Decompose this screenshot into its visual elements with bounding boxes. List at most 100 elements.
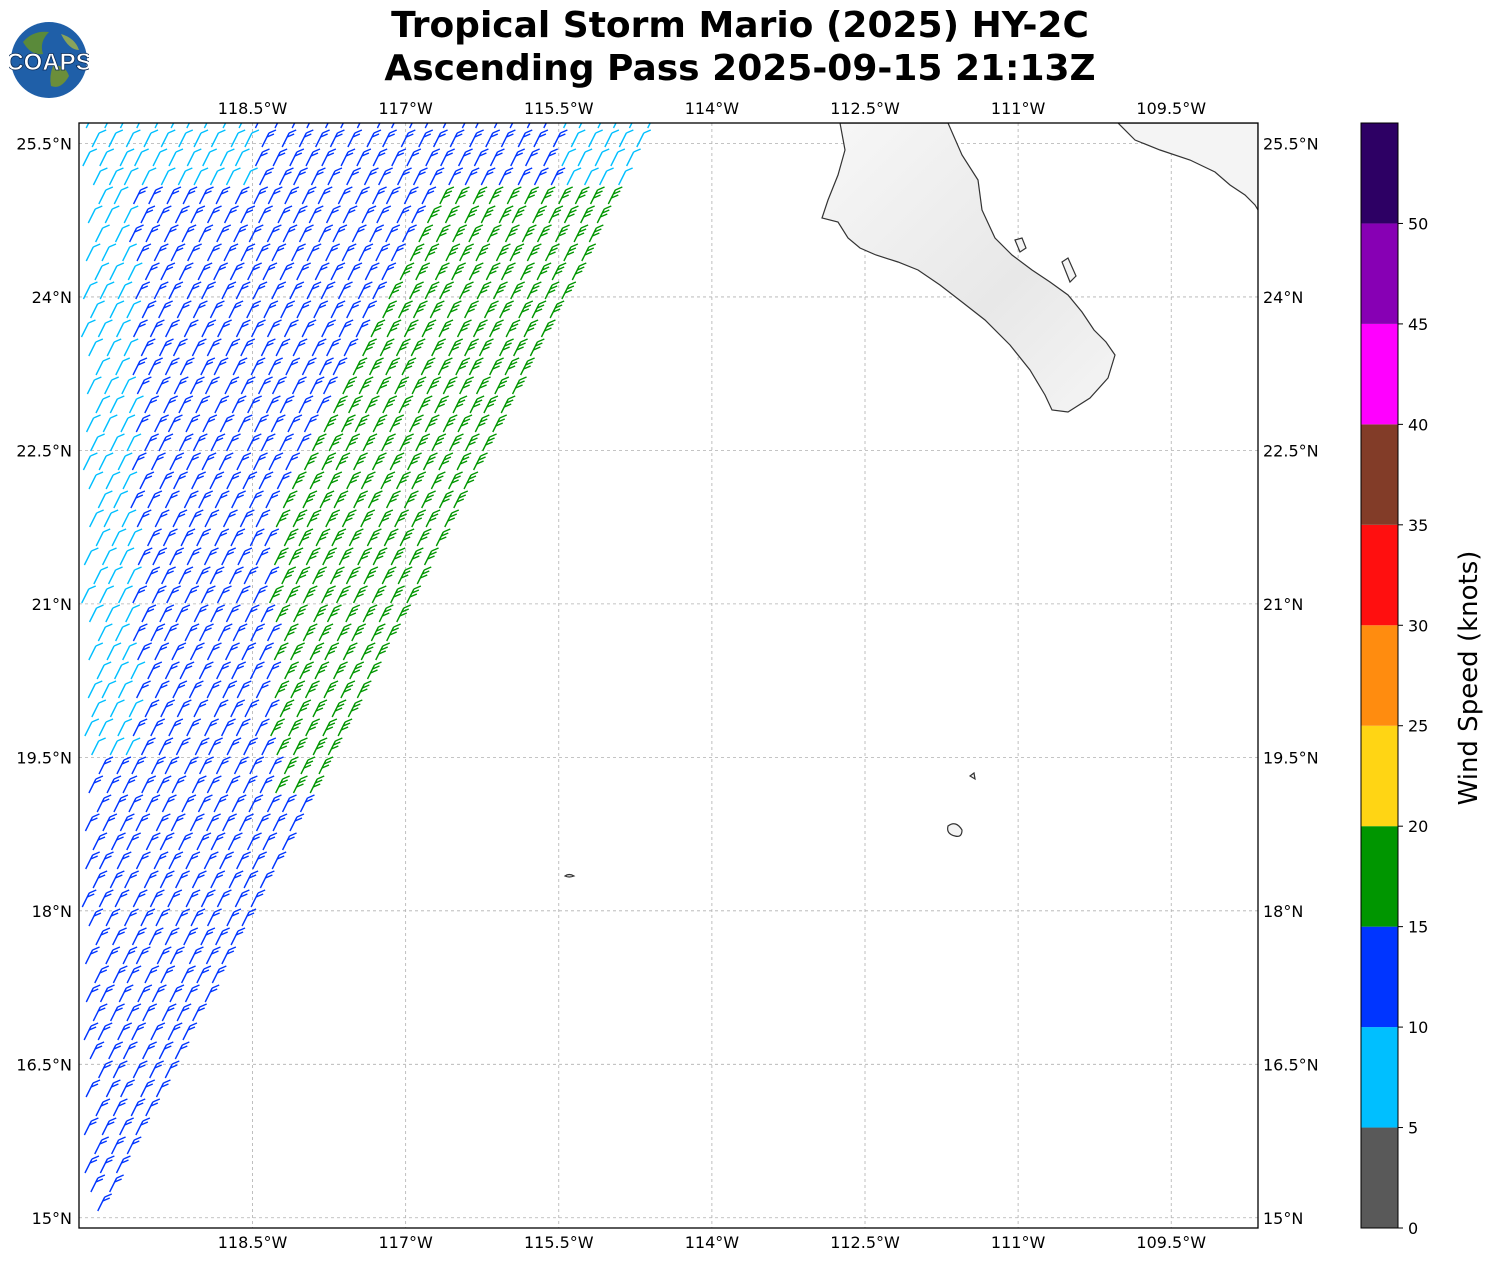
wind-barb: [519, 357, 535, 376]
wind-barb: [246, 832, 262, 851]
wind-barb: [318, 756, 334, 775]
wind-barb: [385, 186, 401, 205]
wind-barb: [98, 718, 114, 737]
wind-barb: [197, 262, 213, 281]
wind-barb: [291, 123, 296, 129]
wind-barb: [176, 1003, 192, 1022]
wind-barb: [509, 243, 525, 262]
wind-barb: [243, 566, 259, 585]
wind-barb: [117, 281, 133, 300]
wind-barb: [192, 300, 208, 319]
wind-barb: [360, 509, 376, 528]
wind-barb: [182, 1022, 198, 1041]
wind-barb: [233, 224, 249, 243]
wind-barb: [141, 604, 157, 623]
wind-barb: [361, 205, 377, 224]
wind-barb: [109, 395, 125, 414]
wind-barb: [499, 338, 514, 357]
wind-barb: [274, 680, 290, 699]
wind-barb: [371, 452, 387, 471]
wind-barb: [217, 623, 233, 642]
wind-barb: [271, 376, 287, 395]
wind-barb: [156, 775, 172, 794]
wind-barb: [331, 528, 347, 547]
coaps-logo: COAPS: [9, 22, 89, 98]
wind-barb: [372, 547, 388, 566]
wind-barb: [332, 357, 348, 376]
wind-barb: [327, 737, 343, 756]
wind-barb: [109, 1003, 125, 1022]
wind-barb: [170, 243, 186, 262]
wind-barb: [168, 851, 184, 870]
wind-barb: [596, 205, 612, 224]
wind-barb: [216, 661, 231, 680]
wind-barb: [248, 224, 264, 243]
wind-barb: [161, 1003, 177, 1022]
wind-barb: [448, 471, 463, 490]
wind-barb: [285, 357, 301, 376]
wind-barb: [195, 566, 211, 585]
wind-barb: [110, 832, 126, 851]
wind-barb: [95, 528, 111, 547]
wind-barb: [84, 813, 100, 832]
wind-barb: [356, 148, 372, 167]
wind-barb: [475, 123, 479, 129]
wind-barb: [325, 243, 341, 262]
wind-barb: [214, 395, 230, 414]
wind-barb: [369, 224, 385, 243]
wind-barb: [208, 737, 223, 756]
wind-barb: [215, 927, 230, 946]
wind-barb: [312, 699, 328, 718]
wind-barb: [289, 148, 305, 167]
wind-barb: [499, 300, 514, 319]
wind-barb: [255, 243, 271, 262]
wind-barb: [186, 547, 202, 566]
wind-barb: [485, 262, 501, 281]
wind-barb: [533, 167, 549, 186]
wind-barb: [230, 927, 246, 946]
wind-barb: [385, 224, 401, 243]
wind-barb: [322, 718, 338, 737]
wind-barb: [618, 129, 634, 148]
wind-barb: [182, 186, 198, 205]
wind-barb: [219, 851, 234, 870]
wind-barb: [105, 908, 121, 927]
wind-barb: [85, 123, 90, 129]
wind-barb: [145, 794, 161, 813]
wind-barb: [417, 395, 433, 414]
wind-barb: [206, 338, 222, 357]
wind-barb: [90, 1174, 106, 1193]
wind-barb: [115, 319, 131, 338]
wind-barb: [281, 566, 297, 585]
wind-barb: [314, 129, 330, 148]
wind-barb: [438, 490, 454, 509]
wind-barb: [191, 338, 207, 357]
wind-barb: [97, 1022, 113, 1041]
wind-barb: [266, 319, 282, 338]
wind-barb: [284, 186, 300, 205]
wind-barb: [229, 262, 245, 281]
wind-barb: [599, 167, 614, 186]
wind-barb: [252, 851, 267, 870]
wind-barb: [295, 566, 311, 585]
wind-barb: [246, 433, 262, 452]
wind-barb: [426, 376, 442, 395]
wind-barb: [200, 927, 216, 946]
wind-barb: [366, 661, 382, 680]
wind-barb: [486, 224, 502, 243]
wind-barb: [143, 129, 159, 148]
wind-barb: [109, 1174, 124, 1193]
wind-barb: [362, 433, 378, 452]
wind-barb: [102, 414, 118, 433]
wind-barb: [551, 262, 567, 281]
wind-barb: [95, 357, 111, 376]
wind-barb: [231, 395, 247, 414]
wind-barb: [236, 452, 252, 471]
wind-barb: [415, 433, 431, 452]
wind-barb: [114, 224, 130, 243]
wind-barb: [301, 319, 317, 338]
wind-barb: [168, 718, 184, 737]
lon-tick-label-top: 109.5°W: [1136, 99, 1206, 118]
wind-barb: [257, 376, 273, 395]
